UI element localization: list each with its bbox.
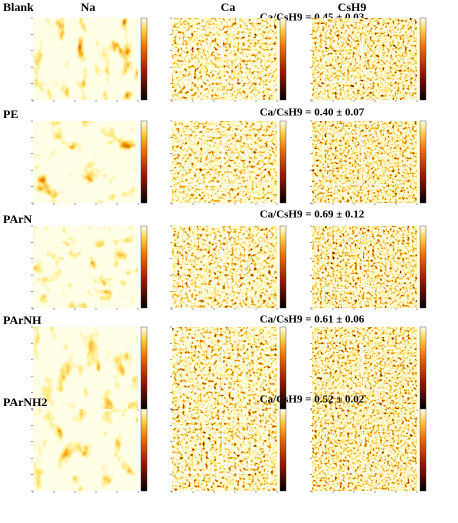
column-header: Ca [221,0,236,14]
row-label: PArN [3,212,32,226]
map-image [311,408,418,492]
map-image [311,225,418,309]
ratio-label: Ca/CsH9 = 0.52 ± 0.02 [260,394,365,406]
inset-spectrum [324,35,386,82]
map-image [32,326,139,410]
inset-spectrum [184,243,246,290]
inset-spectrum [324,243,386,290]
inset-spectrum [184,138,246,185]
column-header: Na [81,0,96,14]
inset-frame [323,132,387,186]
map-image [32,120,139,204]
map-image [311,120,418,204]
inset-spectrum [184,426,246,473]
inset-frame [323,237,387,291]
ratio-label: Ca/CsH9 = 0.69 ± 0.12 [260,209,365,221]
color-bar [140,225,148,309]
color-bar [419,17,427,101]
row-label: PE [3,107,18,121]
row-label: Blank [3,0,34,14]
color-bar [140,120,148,204]
color-bar [419,326,427,410]
map-image [171,17,278,101]
map-image [311,17,418,101]
inset-spectrum [324,138,386,185]
column-header: CsH9 [338,0,367,14]
map-image [32,17,139,101]
color-bar [140,326,148,410]
inset-spectrum [324,426,386,473]
inset-frame [183,420,247,474]
inset-spectrum [184,344,246,391]
inset-frame [323,338,387,392]
inset-spectrum [324,344,386,391]
color-bar [279,120,287,204]
map-image [171,120,278,204]
color-bar [419,225,427,309]
map-image [311,326,418,410]
row-label: PArNH [3,313,42,327]
color-bar [279,225,287,309]
ratio-label: Ca/CsH9 = 0.40 ± 0.07 [260,107,365,119]
map-image [171,408,278,492]
color-bar [140,408,148,492]
map-image [171,225,278,309]
ratio-label: Ca/CsH9 = 0.61 ± 0.06 [260,314,365,326]
color-bar [140,17,148,101]
inset-frame [183,338,247,392]
map-image [32,225,139,309]
color-bar [279,408,287,492]
row-label: PArNH2 [3,395,47,409]
color-bar [419,120,427,204]
color-bar [279,17,287,101]
inset-frame [183,29,247,83]
map-image [32,408,139,492]
color-bar [419,408,427,492]
inset-frame [323,420,387,474]
inset-frame [183,237,247,291]
inset-frame [323,29,387,83]
inset-frame [183,132,247,186]
inset-spectrum [184,35,246,82]
map-image [171,326,278,410]
